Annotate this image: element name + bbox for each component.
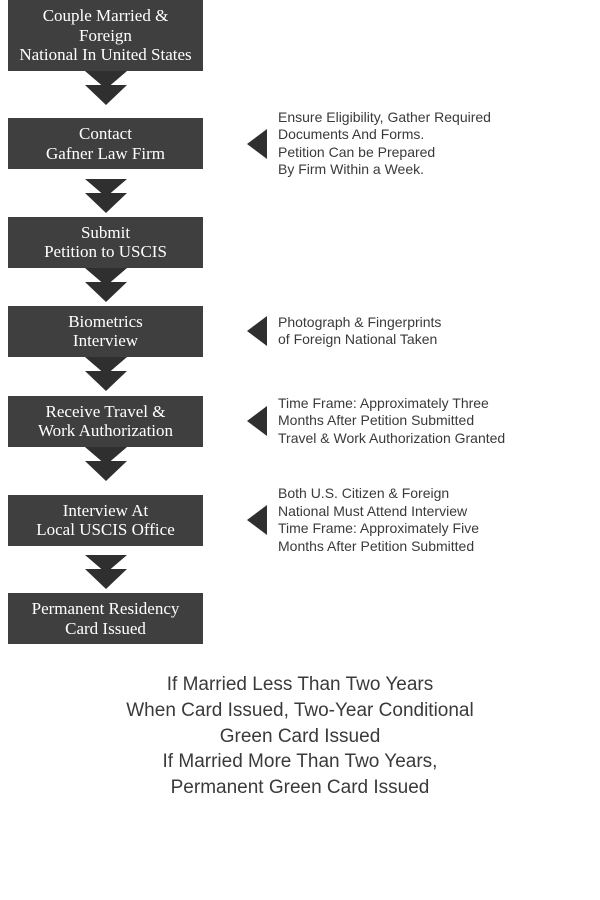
annotation-line: Time Frame: Approximately Three [278, 395, 505, 413]
annotation-line: Petition Can be Prepared [278, 144, 491, 162]
step-submit-petition: Submit Petition to USCIS [8, 217, 203, 268]
step-line: Local USCIS Office [18, 520, 193, 540]
annotation-line: Months After Petition Submitted [278, 538, 479, 556]
bottom-note: If Married Less Than Two Years When Card… [0, 672, 600, 800]
bottom-line: When Card Issued, Two-Year Conditional [20, 698, 580, 724]
chevron-down-icon [8, 71, 203, 109]
chevron-left-icon [228, 505, 278, 535]
step-line: Work Authorization [18, 421, 193, 441]
annotation-line: National Must Attend Interview [278, 503, 479, 521]
step-contact-firm: Contact Gafner Law Firm [8, 118, 203, 169]
flow-row: Biometrics Interview Photograph & Finger… [0, 306, 600, 357]
bottom-line: Green Card Issued [20, 724, 580, 750]
annotation-line: Time Frame: Approximately Five [278, 520, 479, 538]
flow-row: Receive Travel & Work Authorization Time… [0, 395, 600, 448]
flow-row: Interview At Local USCIS Office Both U.S… [0, 485, 600, 555]
annotation-line: Months After Petition Submitted [278, 412, 505, 430]
step-biometrics: Biometrics Interview [8, 306, 203, 357]
step-line: Couple Married & Foreign [18, 6, 193, 45]
bottom-line: If Married More Than Two Years, [20, 749, 580, 775]
annotation-line: of Foreign National Taken [278, 331, 441, 349]
annotation-contact: Ensure Eligibility, Gather Required Docu… [278, 109, 491, 179]
chevron-down-icon [8, 179, 203, 217]
step-travel-work: Receive Travel & Work Authorization [8, 396, 203, 447]
chevron-down-icon [8, 555, 203, 593]
annotation-line: Both U.S. Citizen & Foreign [278, 485, 479, 503]
chevron-down-icon [8, 447, 203, 485]
step-line: Gafner Law Firm [18, 144, 193, 164]
chevron-left-icon [228, 129, 278, 159]
chevron-left-icon [228, 316, 278, 346]
chevron-down-icon [8, 268, 203, 306]
bottom-line: If Married Less Than Two Years [20, 672, 580, 698]
chevron-down-icon [8, 357, 203, 395]
annotation-travel-work: Time Frame: Approximately Three Months A… [278, 395, 505, 448]
step-line: Receive Travel & [18, 402, 193, 422]
step-line: Contact [18, 124, 193, 144]
annotation-line: Travel & Work Authorization Granted [278, 430, 505, 448]
flow-row: Contact Gafner Law Firm Ensure Eligibili… [0, 109, 600, 179]
step-couple-married: Couple Married & Foreign National In Uni… [8, 0, 203, 71]
step-line: Petition to USCIS [18, 242, 193, 262]
annotation-interview: Both U.S. Citizen & Foreign National Mus… [278, 485, 479, 555]
step-line: Interview At [18, 501, 193, 521]
step-line: National In United States [18, 45, 193, 65]
step-line: Biometrics [18, 312, 193, 332]
annotation-biometrics: Photograph & Fingerprints of Foreign Nat… [278, 314, 441, 349]
step-interview-uscis: Interview At Local USCIS Office [8, 495, 203, 546]
step-permanent-residency: Permanent Residency Card Issued [8, 593, 203, 644]
annotation-line: By Firm Within a Week. [278, 161, 491, 179]
step-line: Submit [18, 223, 193, 243]
bottom-line: Permanent Green Card Issued [20, 775, 580, 801]
annotation-line: Documents And Forms. [278, 126, 491, 144]
chevron-left-icon [228, 406, 278, 436]
step-line: Permanent Residency [18, 599, 193, 619]
step-line: Card Issued [18, 619, 193, 639]
annotation-line: Ensure Eligibility, Gather Required [278, 109, 491, 127]
step-line: Interview [18, 331, 193, 351]
annotation-line: Photograph & Fingerprints [278, 314, 441, 332]
